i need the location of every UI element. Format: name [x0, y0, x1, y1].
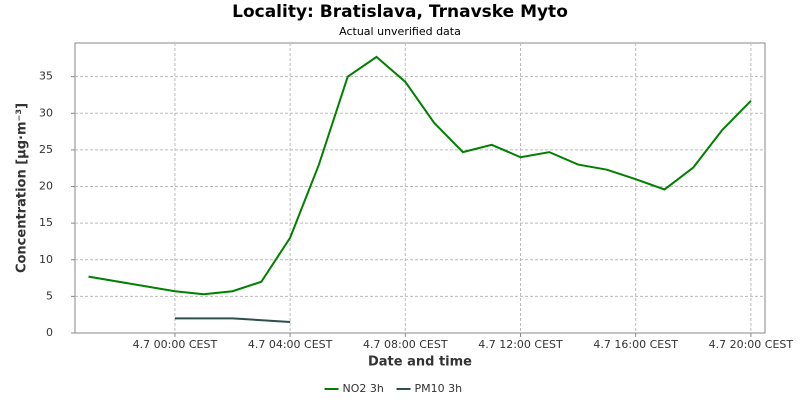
x-tick-label: 4.7 16:00 CEST: [593, 338, 678, 351]
series-line: [174, 317, 291, 324]
y-tick-label: 25: [39, 143, 53, 156]
x-tick-label: 4.7 20:00 CEST: [709, 338, 794, 351]
y-axis-label: Concentration [µg·m⁻³]: [15, 103, 30, 273]
y-tick-label: 0: [46, 326, 53, 339]
y-tick-label: 15: [39, 216, 53, 229]
x-tick-label: 4.7 00:00 CEST: [133, 338, 218, 351]
chart-title: Locality: Bratislava, Trnavske Myto: [232, 2, 568, 22]
x-axis-label: Date and time: [368, 355, 472, 370]
y-tick-label: 35: [39, 70, 53, 83]
x-tick-label: 4.7 12:00 CEST: [478, 338, 563, 351]
x-tick-label: 4.7 04:00 CEST: [248, 338, 333, 351]
y-tick-label: 10: [39, 253, 53, 266]
y-tick-label: 30: [39, 106, 53, 119]
legend-label: PM10 3h: [415, 382, 463, 395]
series-line: [88, 55, 752, 296]
chart-subtitle: Actual unverified data: [339, 25, 461, 38]
y-tick-label: 5: [46, 289, 53, 302]
plot-frame: [74, 42, 766, 334]
x-tick-label: 4.7 08:00 CEST: [363, 338, 448, 351]
legend-label: NO2 3h: [343, 382, 384, 395]
y-tick-label: 20: [39, 180, 53, 193]
